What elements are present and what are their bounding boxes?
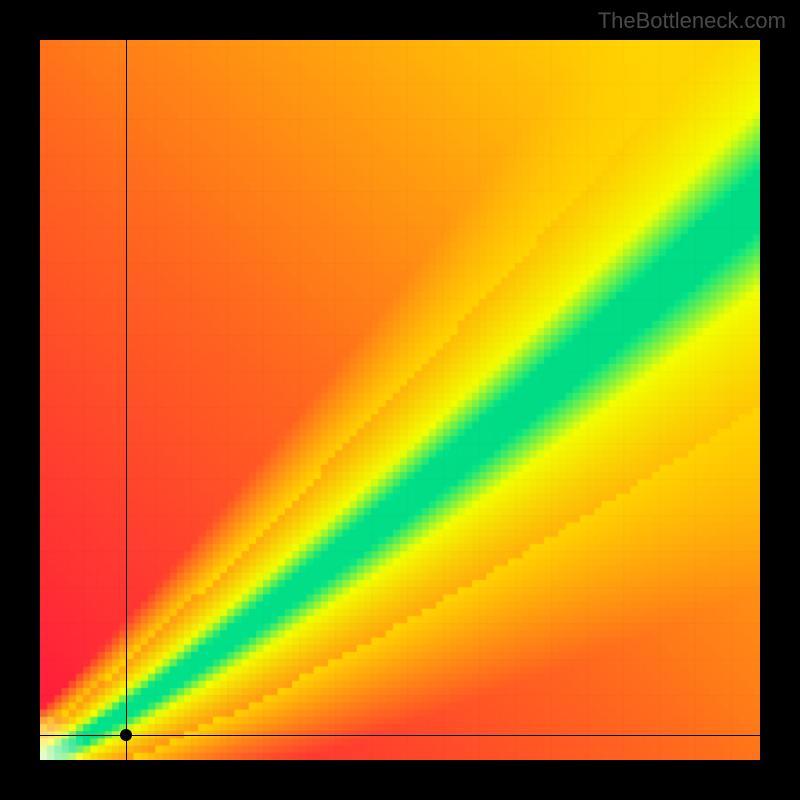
marker-dot (120, 729, 132, 741)
chart-container: TheBottleneck.com (0, 0, 800, 800)
plot-area (40, 40, 760, 760)
crosshair-horizontal (40, 735, 760, 736)
heatmap-canvas (40, 40, 760, 760)
crosshair-vertical (126, 40, 127, 760)
watermark-text: TheBottleneck.com (598, 8, 786, 34)
